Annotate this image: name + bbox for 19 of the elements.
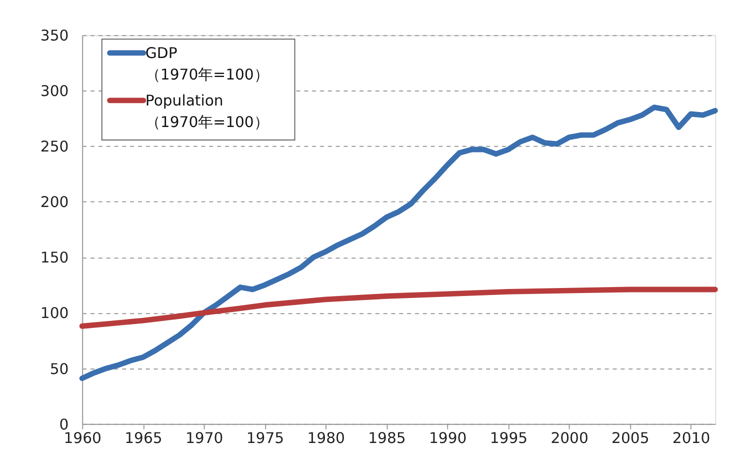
x-tick-label: 1990 — [428, 430, 467, 448]
y-tick-label: 250 — [40, 138, 69, 156]
y-tick-label: 50 — [50, 360, 69, 378]
x-tick-label: 1970 — [185, 430, 224, 448]
legend-label: GDP （1970年=100） — [145, 44, 269, 84]
y-tick-label: 350 — [40, 28, 69, 45]
y-tick-label: 150 — [40, 250, 69, 267]
x-tick-label: 2010 — [672, 430, 710, 448]
x-tick-label: 2000 — [550, 430, 588, 448]
x-tick-label: 1995 — [490, 430, 528, 448]
x-tick-label: 1965 — [124, 430, 162, 448]
y-tick-label: 300 — [40, 83, 69, 100]
x-tick-label: 1980 — [307, 430, 345, 448]
legend-label: Population （1970年=100） — [145, 92, 269, 132]
x-tick-label: 1985 — [368, 430, 406, 448]
y-tick-label: 200 — [40, 194, 69, 212]
x-tick-label: 1975 — [246, 430, 284, 448]
x-tick-label: 2005 — [612, 430, 650, 448]
y-tick-label: 100 — [40, 305, 69, 322]
